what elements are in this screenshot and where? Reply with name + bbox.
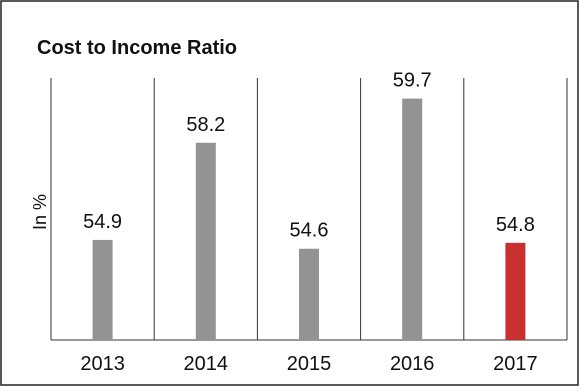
chart-title: Cost to Income Ratio [37, 37, 237, 59]
data-label-2016: 59.7 [393, 70, 432, 92]
data-label-2014: 58.2 [186, 114, 225, 136]
x-tick-label-2015: 2015 [287, 353, 332, 375]
x-tick-label-2014: 2014 [184, 353, 229, 375]
data-label-2013: 54.9 [83, 211, 122, 233]
bar-2017 [505, 242, 526, 340]
bar-2016 [402, 98, 423, 340]
bar-2014 [195, 142, 216, 340]
data-label-2015: 54.6 [290, 220, 329, 242]
x-tick-label-2016: 2016 [390, 353, 435, 375]
bar-2015 [299, 248, 319, 340]
x-tick-label-2017: 2017 [493, 353, 538, 375]
plot-area: 54.9 2013 58.2 2014 54.6 2015 59.7 2016 54.8 2017 [50, 70, 568, 375]
y-axis-label: In % [30, 194, 50, 230]
data-label-2017: 54.8 [496, 214, 535, 236]
bar-2013 [92, 239, 113, 340]
x-tick-label-2013: 2013 [80, 353, 125, 375]
